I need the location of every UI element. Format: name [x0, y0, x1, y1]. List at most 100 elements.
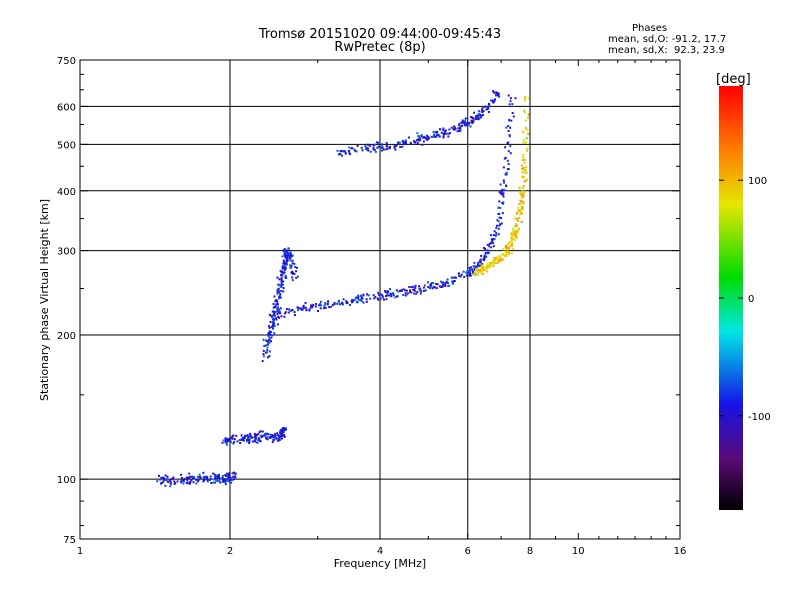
data-point-x: [523, 109, 526, 112]
data-point-o: [349, 153, 352, 156]
x-axis-label: Frequency [MHz]: [334, 557, 426, 570]
data-point-o: [404, 141, 407, 144]
data-point-x: [502, 258, 505, 261]
data-point-x: [518, 209, 521, 212]
data-point-o: [274, 434, 277, 437]
data-point-o: [484, 251, 487, 254]
data-point-o: [239, 442, 242, 444]
data-point-x: [524, 168, 527, 171]
data-point-o: [271, 436, 274, 439]
data-point-o: [481, 108, 484, 111]
data-point-o: [282, 262, 285, 265]
data-point-o: [427, 135, 430, 138]
data-point-x: [516, 229, 519, 232]
data-point-x: [510, 239, 513, 242]
data-point-o: [281, 267, 284, 270]
data-point-o: [180, 481, 183, 484]
data-point-o: [160, 482, 163, 485]
data-point-o: [242, 439, 245, 442]
data-point-o: [384, 291, 387, 294]
data-point-o: [413, 292, 416, 295]
data-point-o: [410, 291, 413, 294]
data-point-x: [505, 253, 508, 256]
data-point-o: [350, 147, 353, 150]
data-point-o: [337, 153, 340, 156]
data-point-o: [357, 295, 360, 298]
data-point-o: [404, 289, 407, 292]
data-point-o: [271, 334, 274, 337]
data-point-o: [404, 139, 407, 142]
data-point-o: [276, 302, 279, 305]
data-point-o: [493, 238, 496, 241]
data-point-o: [507, 163, 510, 166]
data-point-x: [495, 261, 498, 264]
data-point-o: [291, 272, 294, 275]
data-point-o: [502, 166, 505, 169]
data-point-o: [247, 439, 250, 442]
data-point-o: [499, 223, 502, 226]
data-point-o: [311, 306, 314, 309]
data-point-o: [272, 439, 275, 441]
data-point-o: [239, 438, 242, 441]
data-point-o: [383, 298, 385, 301]
data-point-o: [497, 213, 500, 215]
data-point-o: [413, 140, 415, 143]
data-point-o: [362, 301, 365, 304]
data-point-o: [482, 110, 485, 113]
data-point-o: [372, 144, 375, 147]
data-point-o: [195, 482, 198, 485]
data-point-o: [270, 336, 273, 339]
data-point-o: [217, 479, 220, 481]
data-point-o: [507, 94, 510, 97]
data-point-o: [250, 435, 253, 438]
data-point-o: [304, 301, 307, 304]
data-point-o: [418, 135, 421, 138]
data-point-o: [284, 428, 287, 431]
data-point-o: [222, 480, 225, 483]
data-point-o: [372, 294, 375, 297]
data-point-o: [431, 136, 434, 139]
data-point-x: [511, 244, 514, 247]
data-point-o: [500, 193, 503, 195]
colorbar-label: [deg]: [716, 72, 751, 87]
data-point-o: [442, 127, 445, 130]
data-point-o: [336, 149, 339, 152]
data-point-o: [416, 142, 419, 144]
data-point-o: [365, 148, 368, 151]
data-point-x: [480, 267, 483, 270]
data-point-x: [520, 193, 523, 196]
data-point-x: [477, 269, 480, 272]
data-point-o: [229, 441, 232, 444]
data-point-x: [514, 235, 517, 238]
data-point-x: [504, 250, 507, 253]
data-point-o: [283, 434, 286, 437]
data-point-o: [468, 123, 471, 126]
data-point-o: [509, 145, 512, 148]
data-point-o: [454, 276, 457, 279]
data-point-o: [478, 112, 481, 115]
data-point-x: [523, 185, 525, 188]
data-point-o: [392, 294, 395, 297]
data-point-o: [459, 127, 462, 130]
data-point-o: [381, 149, 384, 152]
data-point-o: [410, 142, 413, 145]
data-point-o: [271, 310, 274, 313]
data-point-o: [234, 472, 237, 475]
y-tick-label: 300: [57, 247, 76, 258]
data-point-o: [429, 283, 432, 286]
data-point-o: [280, 278, 283, 280]
data-point-o: [490, 246, 493, 249]
data-point-o: [213, 481, 216, 484]
data-point-o: [381, 145, 384, 148]
data-point-x: [514, 232, 517, 235]
data-point-o: [405, 289, 408, 292]
data-point-o: [180, 477, 183, 479]
data-point-o: [285, 262, 288, 265]
data-point-o: [466, 123, 469, 126]
data-point-o: [272, 306, 275, 309]
data-point-x: [515, 236, 518, 239]
data-point-o: [225, 443, 228, 446]
data-point-o: [505, 185, 508, 188]
data-point-o: [275, 437, 278, 440]
data-point-o: [274, 300, 277, 303]
